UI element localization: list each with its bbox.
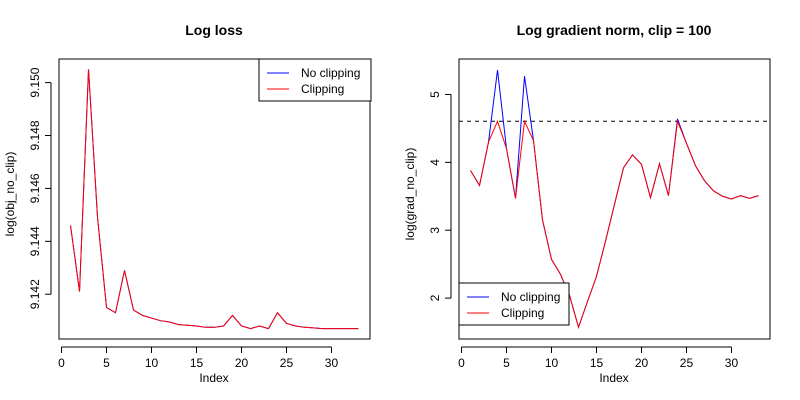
log-loss-y-tick-label: 9.144 bbox=[28, 226, 42, 256]
log-gradient-norm-legend-label-no-clipping: No clipping bbox=[501, 290, 560, 304]
log-gradient-norm-y-tick-label: 5 bbox=[428, 91, 442, 98]
log-gradient-norm-x-label: Index bbox=[599, 371, 628, 385]
log-gradient-norm-legend-box bbox=[458, 282, 570, 326]
log-loss-x-tick-label: 5 bbox=[103, 356, 110, 370]
log-loss-y-tick-label: 9.146 bbox=[28, 173, 42, 203]
log-loss-x-tick-label: 25 bbox=[280, 356, 294, 370]
log-gradient-norm-x-tick-label: 10 bbox=[545, 356, 559, 370]
log-gradient-norm-x-tick-label: 30 bbox=[725, 356, 739, 370]
log-loss-x-tick-label: 20 bbox=[235, 356, 249, 370]
log-loss-y-tick-label: 9.142 bbox=[28, 279, 42, 309]
log-gradient-norm-y-tick-label: 3 bbox=[428, 227, 442, 234]
log-gradient-norm-legend-label-clipping: Clipping bbox=[501, 306, 544, 320]
log-gradient-norm-y-label: log(grad_no_clip) bbox=[403, 148, 417, 241]
log-gradient-norm-x-tick-label: 15 bbox=[590, 356, 604, 370]
log-loss-x-tick-label: 10 bbox=[145, 356, 159, 370]
log-loss-y-tick-label: 9.148 bbox=[28, 120, 42, 150]
log-gradient-norm-series-clipping-line bbox=[470, 119, 759, 329]
log-loss-x-tick-label: 0 bbox=[58, 356, 65, 370]
log-loss-series-no-clipping-line bbox=[70, 69, 359, 330]
log-gradient-norm-x-tick-label: 0 bbox=[458, 356, 465, 370]
log-loss-panel: Log loss Index log(obj_no_clip) 0 5 10 15 20… bbox=[3, 22, 372, 385]
log-loss-y-tick-label: 9.150 bbox=[28, 67, 42, 97]
log-loss-x-tick-label: 15 bbox=[190, 356, 204, 370]
log-gradient-norm-plot-frame bbox=[458, 58, 771, 340]
log-loss-legend-box bbox=[258, 58, 372, 102]
log-loss-x-tick-label: 30 bbox=[325, 356, 339, 370]
log-loss-legend-label-no-clipping: No clipping bbox=[301, 66, 360, 80]
log-gradient-norm-x-tick-label: 5 bbox=[503, 356, 510, 370]
log-gradient-norm-title: Log gradient norm, clip = 100 bbox=[517, 22, 712, 38]
log-loss-plot-frame bbox=[58, 58, 371, 340]
log-gradient-norm-y-tick-label: 2 bbox=[428, 294, 442, 301]
log-gradient-norm-plot-area: 0 5 10 15 20 25 30 2 3 4 5 No clipping Clipping bbox=[428, 58, 771, 370]
log-loss-y-label: log(obj_no_clip) bbox=[3, 152, 17, 237]
log-gradient-norm-panel: Log gradient norm, clip = 100 Index log(… bbox=[403, 22, 771, 385]
log-loss-title: Log loss bbox=[185, 22, 243, 38]
log-loss-series-clipping-line bbox=[70, 69, 359, 330]
log-loss-legend-label-clipping: Clipping bbox=[301, 82, 344, 96]
log-gradient-norm-y-tick-label: 4 bbox=[428, 159, 442, 166]
log-loss-plot-area: 0 5 10 15 20 25 30 9.142 9.144 9.146 9.148 9.150 No … bbox=[28, 58, 372, 370]
log-loss-x-label: Index bbox=[199, 371, 228, 385]
log-gradient-norm-x-tick-label: 25 bbox=[680, 356, 694, 370]
log-gradient-norm-x-tick-label: 20 bbox=[635, 356, 649, 370]
